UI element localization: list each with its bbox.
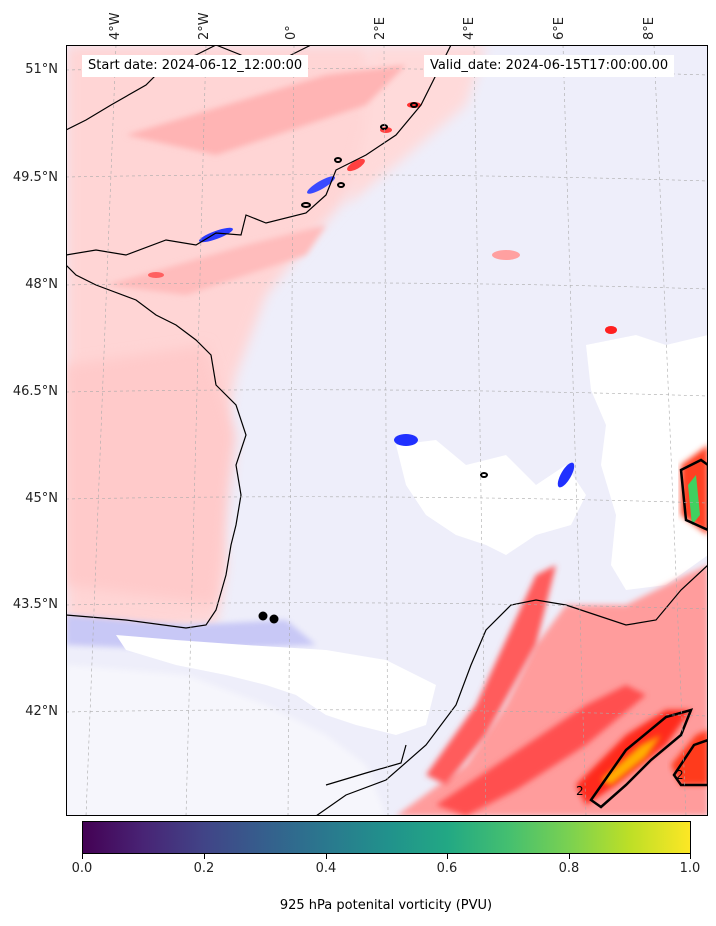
lat-label-46-5n: 46.5°N bbox=[12, 384, 58, 399]
pv-band-southwest bbox=[66, 345, 236, 605]
pv-contour-small bbox=[480, 472, 488, 478]
pv-blue-feature bbox=[307, 176, 335, 194]
colorbar-tick bbox=[204, 854, 205, 859]
pv-contour-small bbox=[380, 124, 388, 130]
lat-label-48n: 48°N bbox=[25, 277, 58, 292]
pv-contour-2 bbox=[672, 738, 708, 787]
colorbar-tick bbox=[569, 854, 570, 859]
pv-contour-2 bbox=[589, 708, 694, 809]
masked-region-spain-interior bbox=[66, 665, 386, 816]
contour-label: 2 bbox=[576, 784, 584, 798]
lon-label-4e: 4°E bbox=[462, 17, 477, 40]
lon-label-8e: 8°E bbox=[642, 17, 657, 40]
colorbar-tick-label: 0.2 bbox=[193, 861, 215, 876]
pv-red-feature bbox=[605, 326, 617, 334]
pv-strong-band-rhone bbox=[426, 565, 556, 785]
lon-label-2e: 2°E bbox=[373, 17, 388, 40]
coastline-france-atlantic bbox=[66, 45, 452, 629]
lat-label-49-5n: 49.5°N bbox=[12, 170, 58, 185]
pv-contour-small bbox=[337, 182, 345, 188]
masked-region-massif-central bbox=[396, 440, 586, 555]
pv-core-yellow bbox=[601, 735, 661, 785]
pv-band-brittany bbox=[106, 225, 326, 295]
pv-red-feature bbox=[148, 272, 164, 278]
pv-strong-band-gulf bbox=[436, 685, 646, 816]
pv-contour-small bbox=[410, 102, 418, 108]
lat-label-45n: 45°N bbox=[25, 491, 58, 506]
graticule bbox=[66, 45, 708, 816]
lon-label-4w: 4°W bbox=[108, 12, 123, 40]
start-date-label: Start date: 2024-06-12_12:00:00 bbox=[82, 55, 309, 77]
lon-label-0: 0° bbox=[284, 25, 299, 40]
masked-region-alps bbox=[586, 335, 708, 590]
colorbar-tick bbox=[447, 854, 448, 859]
colorbar bbox=[82, 821, 691, 854]
coastline-spain-east bbox=[325, 744, 407, 786]
lat-label-43-5n: 43.5°N bbox=[12, 597, 58, 612]
lon-label-2w: 2°W bbox=[197, 12, 212, 40]
colorbar-tick bbox=[326, 854, 327, 859]
marker-dot bbox=[269, 614, 279, 624]
colorbar-tick-label: 0.4 bbox=[315, 861, 337, 876]
colorbar-tick-label: 1.0 bbox=[679, 861, 701, 876]
pv-contour-small bbox=[301, 202, 311, 208]
pv-contour-2 bbox=[679, 458, 708, 532]
colorbar-title: 925 hPa potenital vorticity (PVU) bbox=[279, 898, 493, 913]
lat-label-42n: 42°N bbox=[25, 704, 58, 719]
valid-date-label: Valid_date: 2024-06-15T17:00:00.00 bbox=[424, 55, 675, 77]
colorbar-tick bbox=[690, 854, 691, 859]
pv-blue-feature bbox=[394, 434, 418, 446]
map-panel: 2 2 bbox=[66, 45, 708, 816]
pv-band-channel bbox=[126, 65, 406, 155]
pv-blue-feature bbox=[557, 462, 575, 488]
colorbar-tick bbox=[82, 854, 83, 859]
lat-label-51n: 51°N bbox=[25, 62, 58, 77]
pv-red-feature bbox=[492, 250, 520, 260]
coastline-mediterranean bbox=[315, 564, 708, 816]
lon-label-6e: 6°E bbox=[552, 17, 567, 40]
pv-core-alps-green bbox=[688, 475, 700, 525]
colorbar-tick-label: 0.6 bbox=[436, 861, 458, 876]
colorbar-tick-label: 0.0 bbox=[71, 861, 93, 876]
marker-dot bbox=[258, 611, 268, 621]
colorbar-tick-label: 0.8 bbox=[558, 861, 580, 876]
contour-label: 2 bbox=[676, 768, 684, 782]
pv-red-feature bbox=[347, 158, 365, 172]
pv-contour-small bbox=[334, 157, 342, 163]
